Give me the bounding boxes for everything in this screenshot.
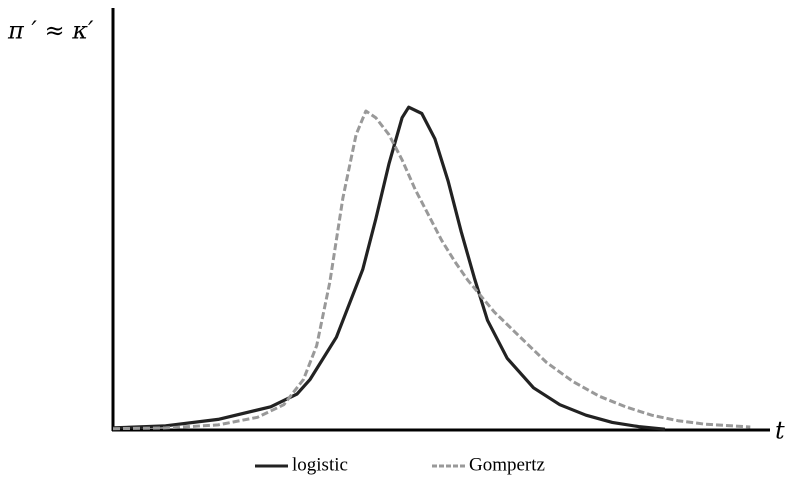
y-axis-label: π ′ ≈ κ′ <box>7 17 94 45</box>
legend-label: logistic <box>292 454 348 475</box>
line <box>112 105 666 431</box>
x-axis-label: t <box>775 417 785 445</box>
line <box>112 109 751 431</box>
legend-label: Gompertz <box>469 454 545 475</box>
